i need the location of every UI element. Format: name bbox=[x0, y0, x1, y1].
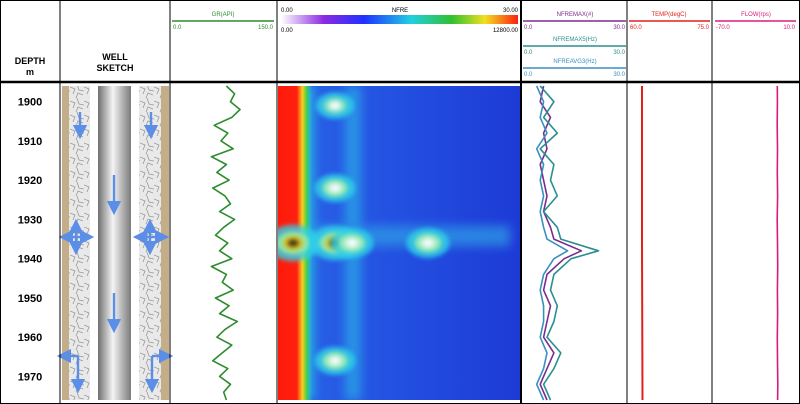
depth-tick-label: 1930 bbox=[18, 214, 42, 226]
nfre-scale-max: 30.00 bbox=[503, 8, 519, 14]
curve-flow-rps bbox=[776, 85, 779, 401]
formation-left bbox=[62, 86, 69, 400]
nfre-color-bar bbox=[281, 15, 518, 24]
nfre-scale-min: 0.00 bbox=[281, 8, 293, 14]
sketch-label: SKETCH bbox=[96, 63, 133, 73]
noise-hotspot bbox=[314, 173, 356, 203]
nfremax-title: NFREMAX(#) bbox=[557, 12, 594, 18]
depth-label: DEPTH bbox=[15, 56, 46, 66]
nfre-range-min: 0.00 bbox=[281, 28, 293, 34]
nfreavg3-max: 30.0 bbox=[613, 72, 625, 78]
depth-tick-label: 1960 bbox=[18, 332, 42, 344]
well-sketch bbox=[56, 86, 174, 400]
noise-hotspot bbox=[314, 346, 356, 375]
cement-left bbox=[69, 86, 90, 400]
curve-nfremax5-hz bbox=[539, 85, 600, 401]
annulus-left bbox=[90, 86, 98, 400]
nfremax5-title: NFREMAX5(Hz) bbox=[553, 37, 597, 43]
depth-tick-label: 1910 bbox=[18, 136, 42, 148]
formation-right bbox=[161, 86, 169, 400]
well-label: WELL bbox=[102, 52, 128, 62]
depth-unit: m bbox=[26, 67, 34, 77]
temp-max: 75.0 bbox=[697, 25, 709, 31]
flow-max: 10.0 bbox=[783, 25, 795, 31]
noise-hotspot bbox=[406, 228, 450, 258]
noise-hotspot bbox=[330, 228, 374, 258]
nfre-range-max: 12800.00 bbox=[493, 28, 519, 34]
curve-temp-degc bbox=[641, 86, 644, 401]
nfremax-max: 30.0 bbox=[613, 25, 625, 31]
depth-tick-label: 1940 bbox=[18, 254, 42, 266]
depth-tick-label: 1970 bbox=[18, 371, 42, 383]
gr-title: GR(API) bbox=[212, 12, 235, 18]
nfre-noise-map bbox=[278, 86, 521, 400]
curve-nfremax bbox=[539, 85, 583, 401]
depth-tick-label: 1900 bbox=[18, 97, 42, 109]
flow-title: FLOW(rps) bbox=[741, 12, 771, 18]
noise-hotspot bbox=[315, 92, 355, 119]
nfreavg3-min: 0.0 bbox=[524, 72, 533, 78]
annulus-right bbox=[131, 86, 139, 400]
header-band bbox=[0, 0, 800, 82]
gr-min: 0.0 bbox=[173, 25, 182, 31]
curve-gr-api bbox=[210, 85, 241, 401]
flow-min: -70.0 bbox=[716, 25, 730, 31]
nfreavg3-title: NFREAVG3(Hz) bbox=[553, 59, 596, 65]
nfre-title: NFRE bbox=[392, 8, 408, 14]
nfremax5-max: 30.0 bbox=[613, 50, 625, 56]
temp-min: 60.0 bbox=[630, 25, 642, 31]
casing-tube bbox=[98, 86, 131, 400]
depth-tick-label: 1920 bbox=[18, 175, 42, 187]
nfremax5-min: 0.0 bbox=[524, 50, 533, 56]
gr-max: 150.0 bbox=[258, 25, 274, 31]
nfremax-min: 0.0 bbox=[524, 25, 533, 31]
curve-nfreavg3-hz bbox=[535, 85, 569, 401]
temp-title: TEMP(degC) bbox=[651, 12, 686, 18]
depth-tick-label: 1950 bbox=[18, 293, 42, 305]
noise-hotspot bbox=[278, 224, 320, 262]
